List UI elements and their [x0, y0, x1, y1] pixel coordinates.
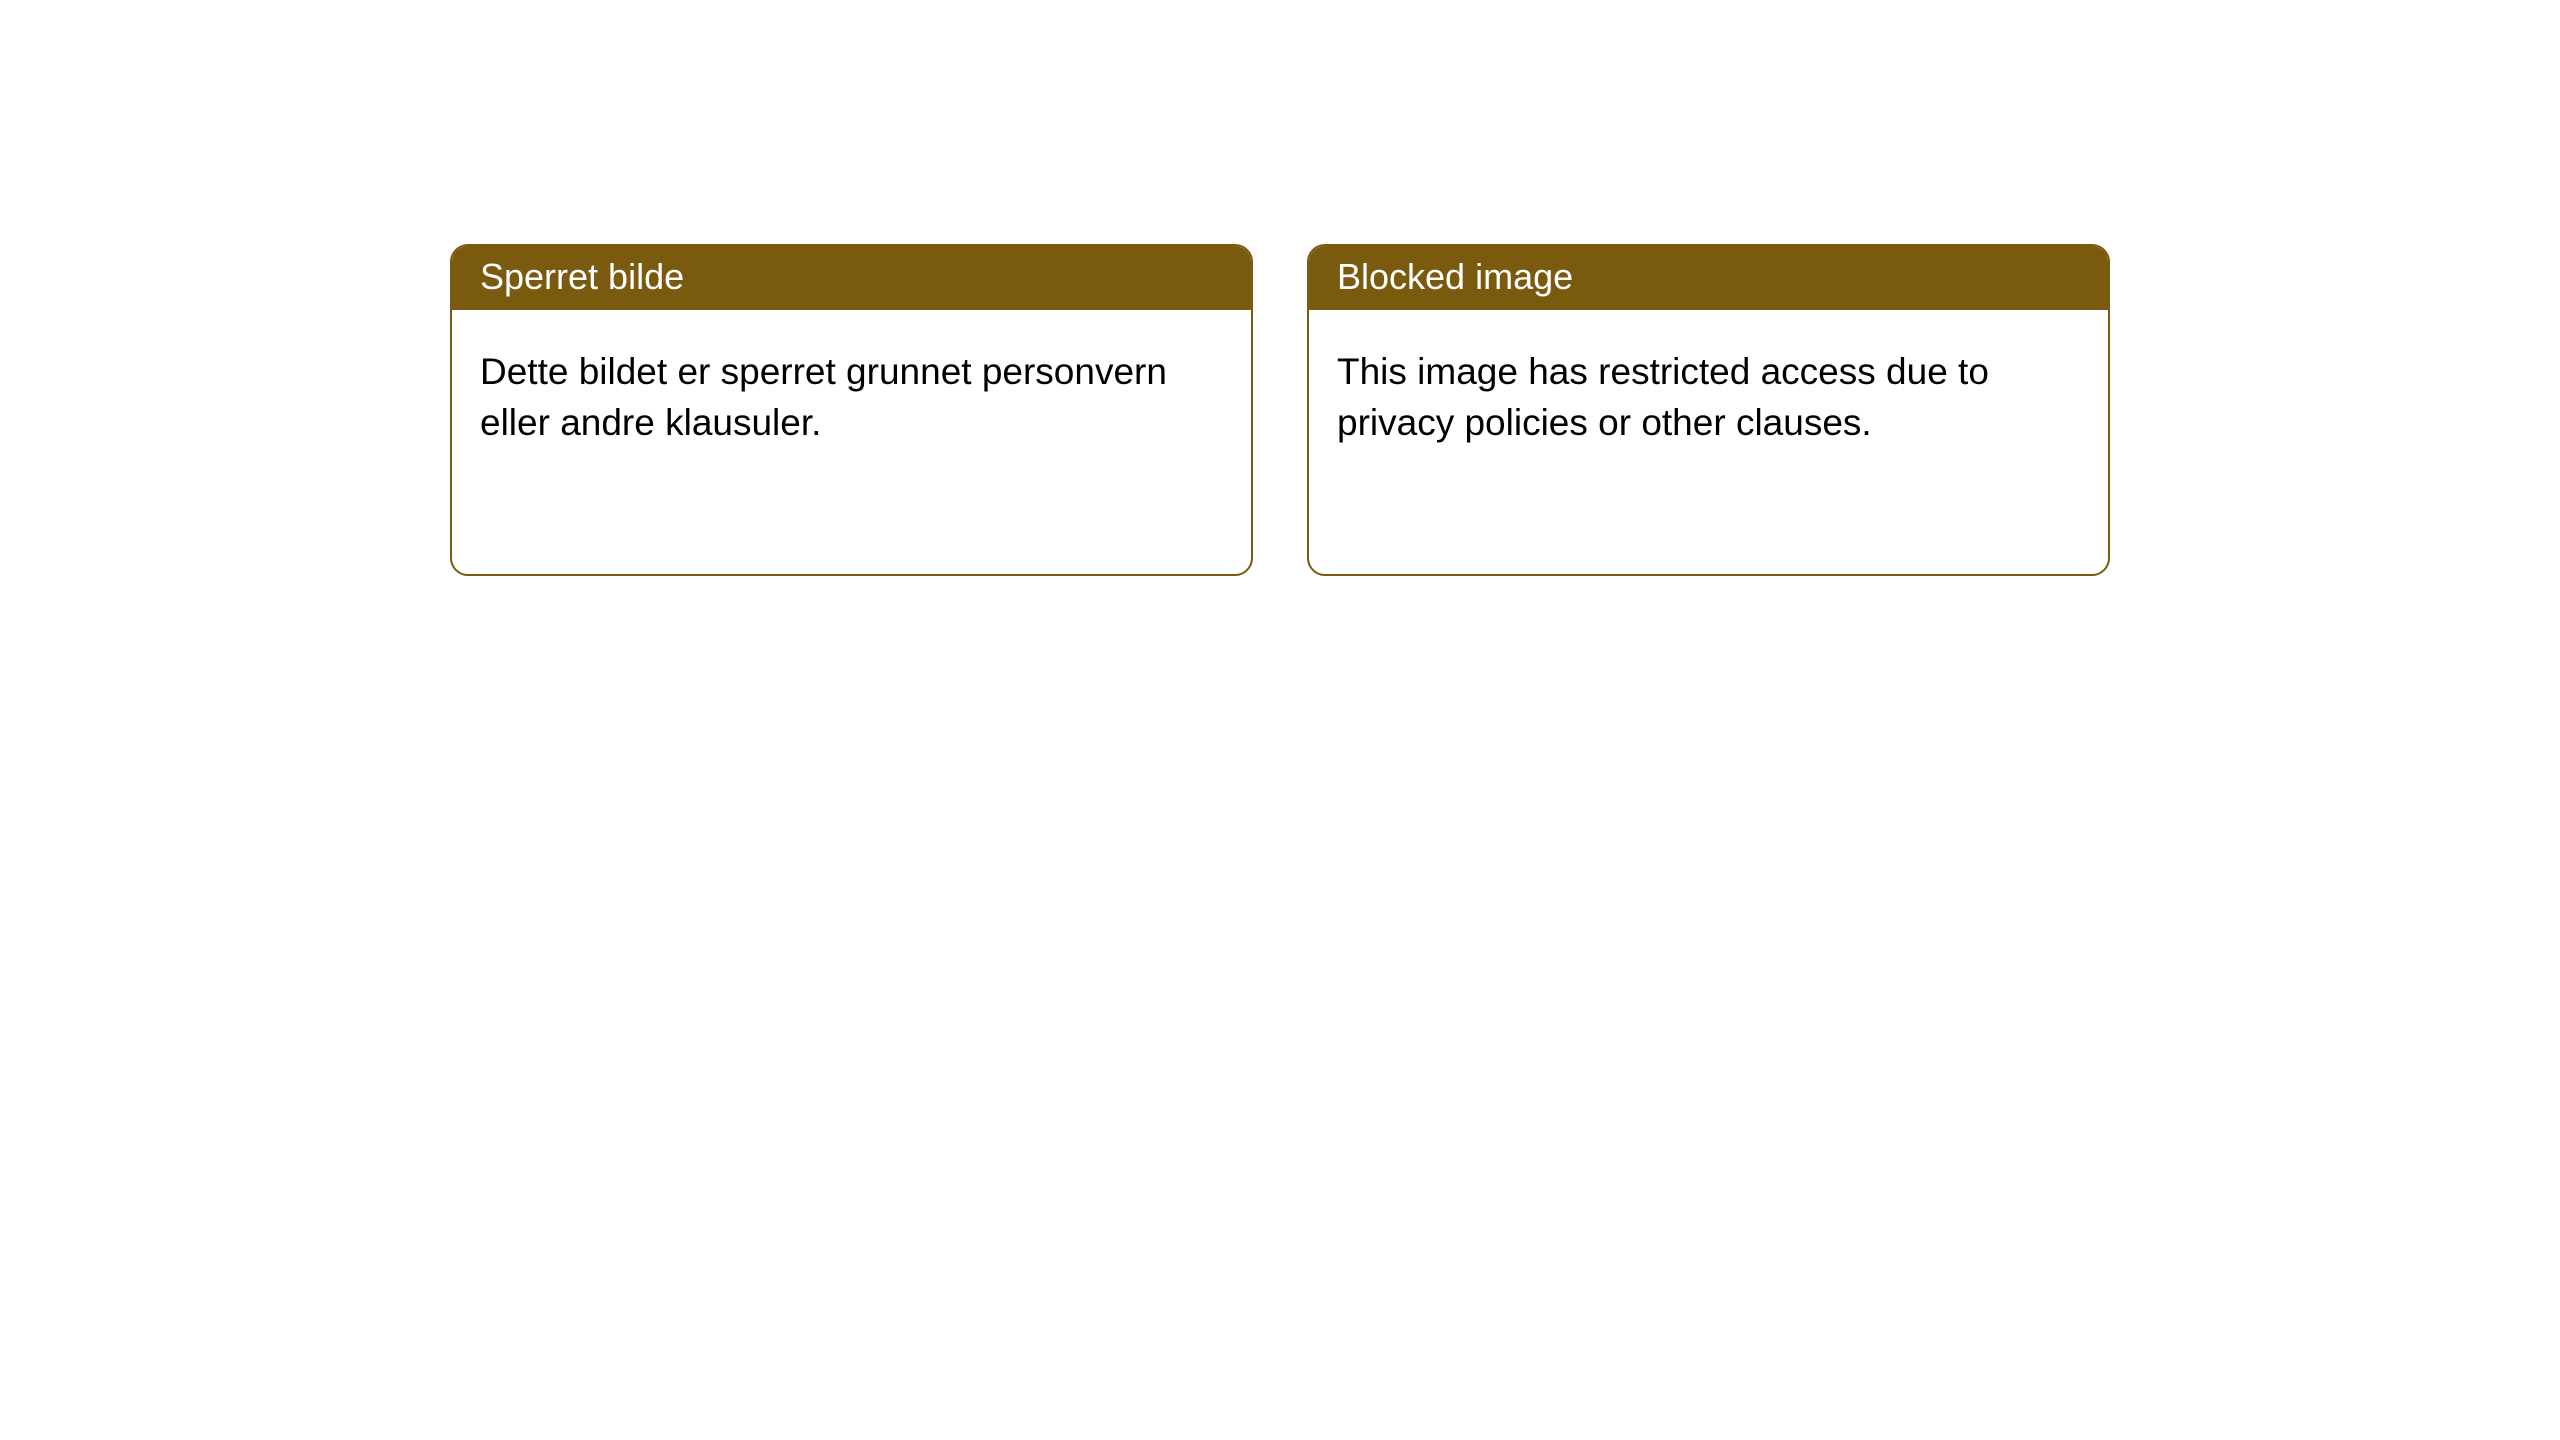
notice-cards-container: Sperret bilde Dette bildet er sperret gr… [450, 244, 2110, 576]
notice-card-title-no: Sperret bilde [452, 246, 1251, 310]
notice-card-en: Blocked image This image has restricted … [1307, 244, 2110, 576]
notice-card-body-no: Dette bildet er sperret grunnet personve… [452, 310, 1251, 484]
notice-card-body-en: This image has restricted access due to … [1309, 310, 2108, 484]
notice-card-no: Sperret bilde Dette bildet er sperret gr… [450, 244, 1253, 576]
notice-card-title-en: Blocked image [1309, 246, 2108, 310]
